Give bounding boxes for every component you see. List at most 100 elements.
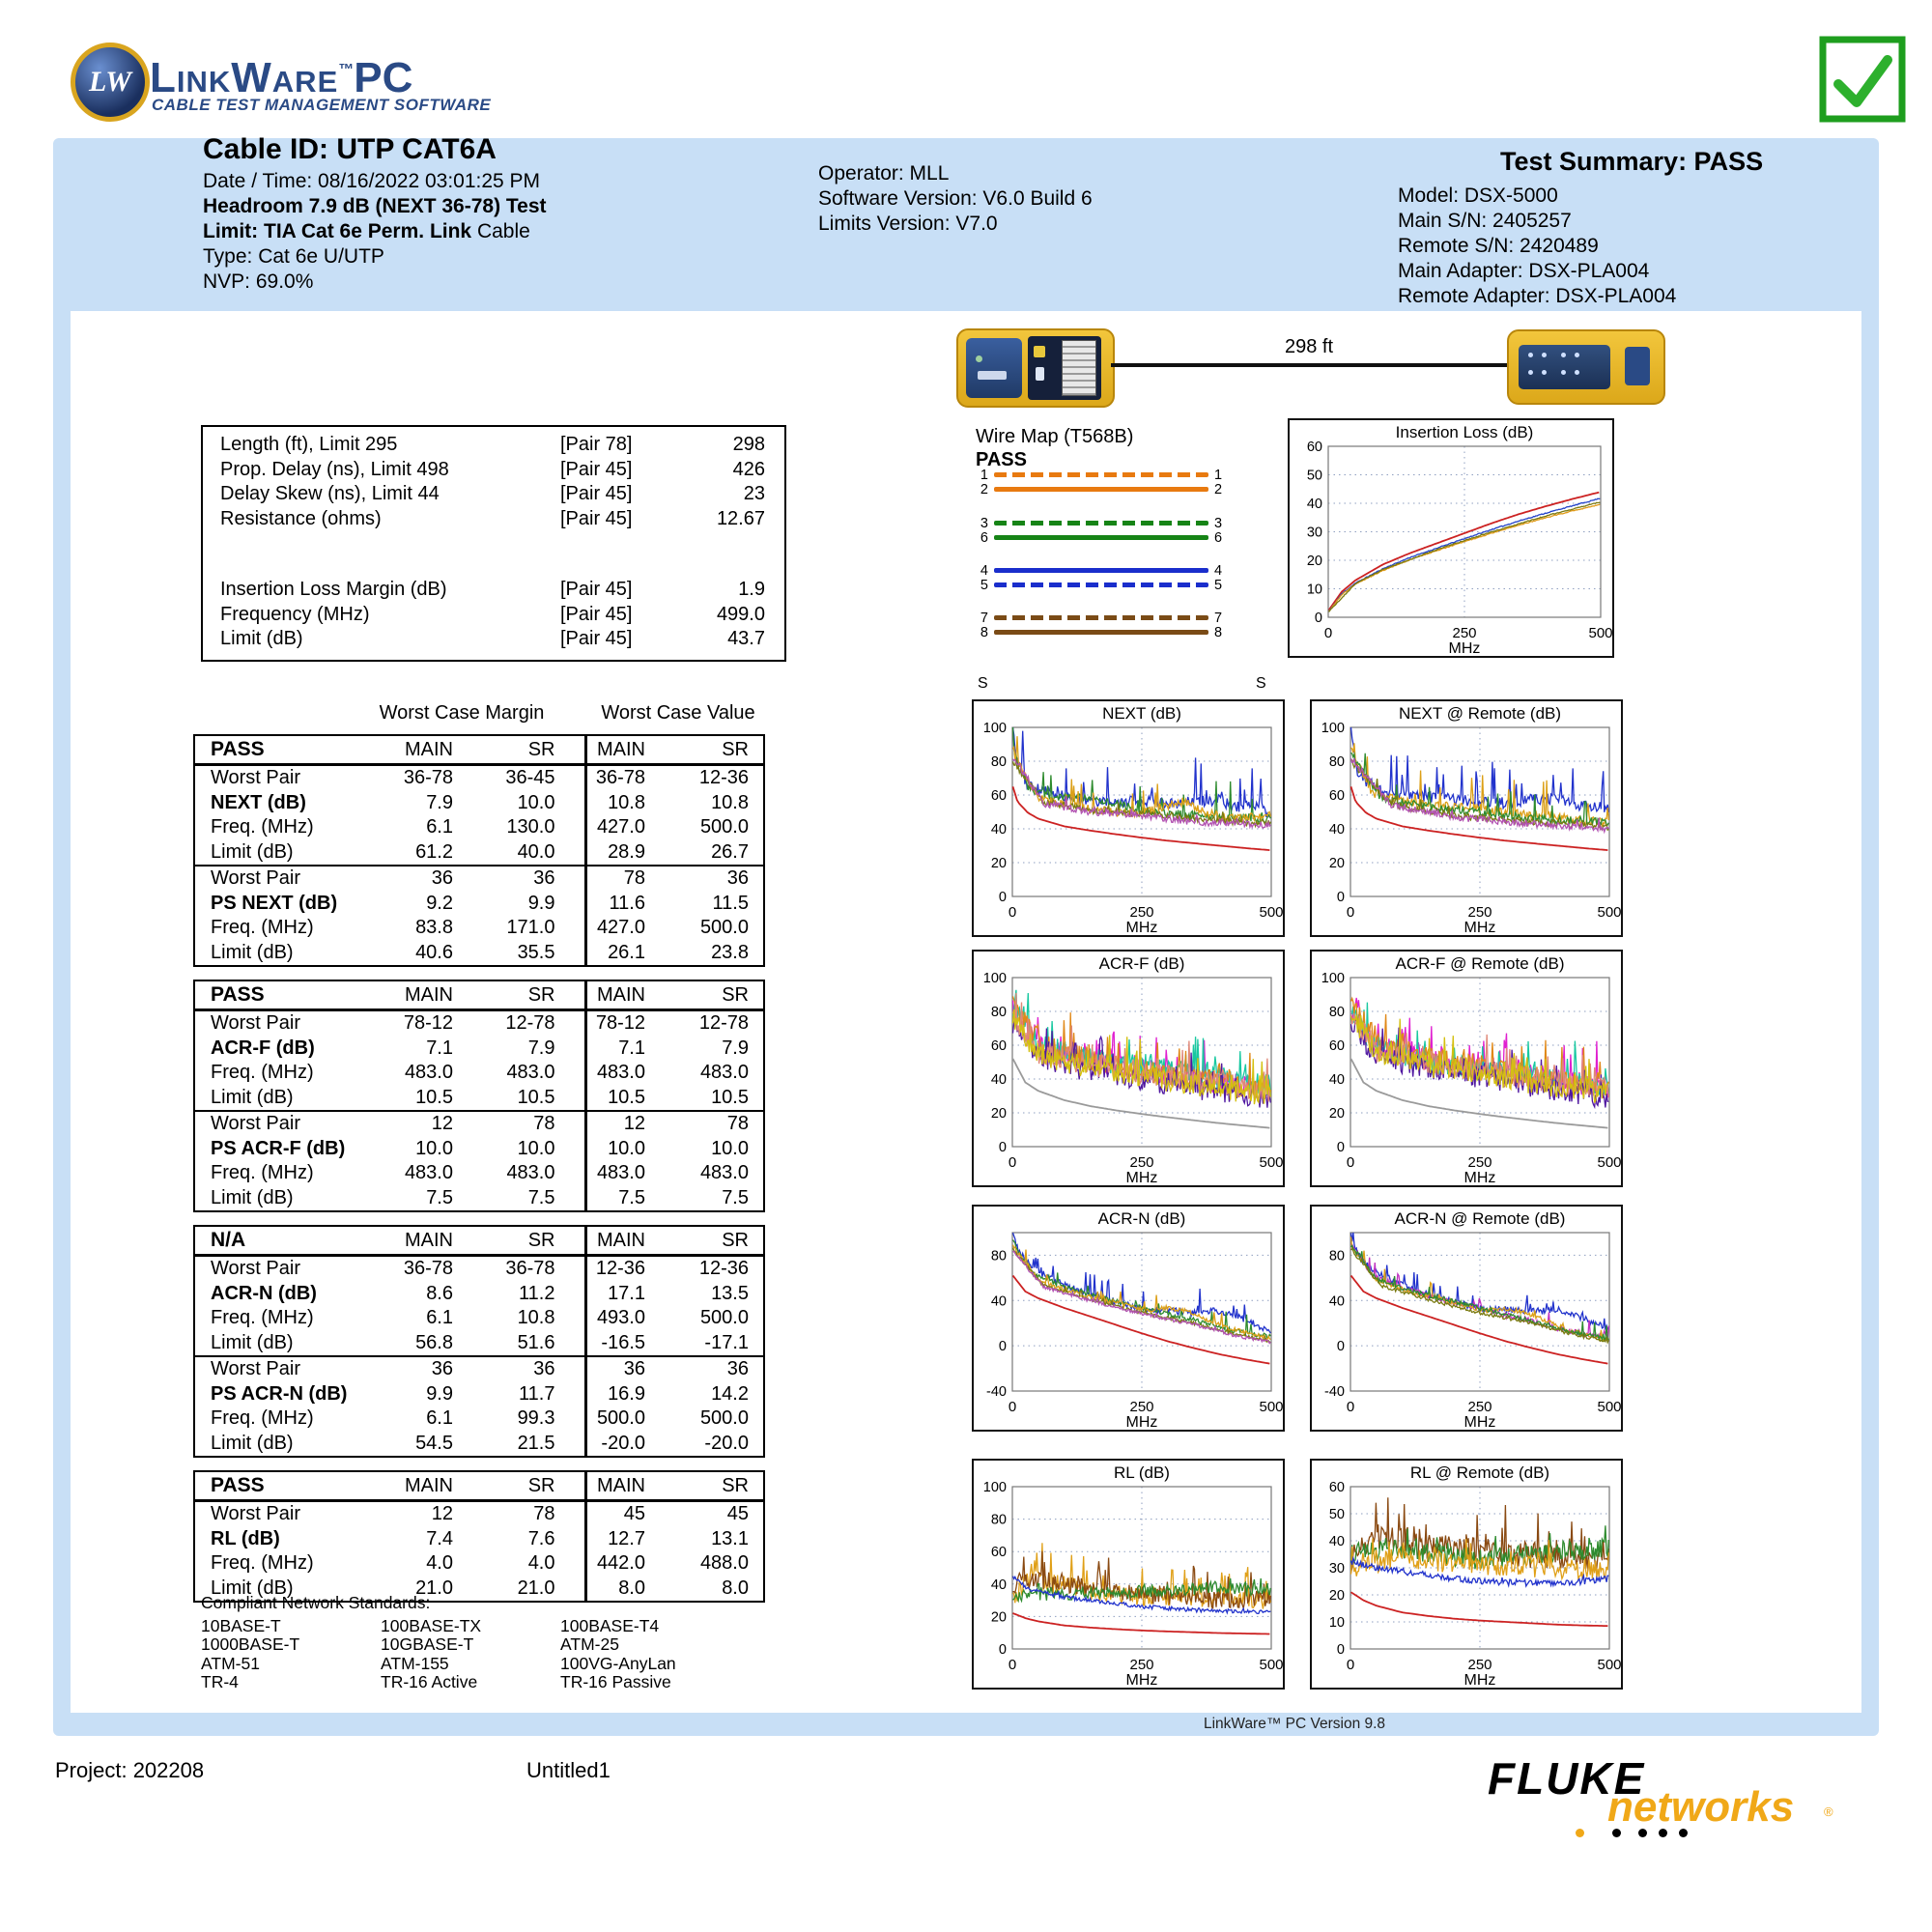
standard-item: 10GBASE-T bbox=[381, 1634, 474, 1654]
table-cell: Freq. (MHz) bbox=[211, 1407, 314, 1429]
table-cell: 8.0 bbox=[722, 1577, 749, 1599]
chart-svg: RL (dB) 0 20 40 60 80 100 0 250 500 MHz bbox=[983, 1463, 1284, 1689]
table-cell: 130.0 bbox=[506, 816, 555, 838]
wire-part bbox=[994, 568, 1208, 573]
table-row: ACR-N (dB) 8.6 11.2 17.1 13.5 bbox=[194, 1281, 764, 1306]
standard-item: 100BASE-T4 bbox=[560, 1615, 660, 1635]
table-cell: 36-78 bbox=[403, 1258, 453, 1279]
project-label: Project: 202208 bbox=[55, 1758, 205, 1782]
table-cell: 78-12 bbox=[403, 1012, 453, 1034]
info-cell: Delay Skew (ns), Limit 44 bbox=[220, 483, 440, 504]
table-cell: Limit (dB) bbox=[211, 1086, 294, 1108]
svg-text:20: 20 bbox=[1329, 1588, 1345, 1604]
table-cell: 12-36 bbox=[698, 767, 749, 788]
svg-text:ACR-N (dB): ACR-N (dB) bbox=[1098, 1209, 1186, 1228]
remote-tester-image bbox=[1507, 329, 1665, 405]
svg-text:MHz: MHz bbox=[1464, 1672, 1496, 1688]
table-cell: 442.0 bbox=[583, 1551, 653, 1577]
svg-text:0: 0 bbox=[999, 1140, 1007, 1155]
table-row: NEXT (dB) 7.9 10.0 10.8 10.8 bbox=[194, 790, 764, 815]
table-cell: Freq. (MHz) bbox=[211, 1062, 314, 1083]
fluke-networks-logo: networks bbox=[1607, 1783, 1795, 1831]
table-cell: 56.8 bbox=[415, 1331, 453, 1353]
wire-part: 3 bbox=[1214, 516, 1223, 531]
table-row: Freq. (MHz) 83.8 171.0 427.0 500.0 bbox=[194, 916, 764, 941]
worst-case-table: PASS MAIN SR MAIN SR Worst Pair 36-78 36-45 36-7… bbox=[193, 734, 765, 967]
column-header: SR bbox=[653, 735, 764, 766]
chart-svg: ACR-F @ Remote (dB) 0 20 40 60 80 100 0 250 500 MH… bbox=[1321, 954, 1622, 1186]
results-tables: PASS MAIN SR MAIN SR Worst Pair 36-78 36-45 36-7… bbox=[193, 734, 765, 1615]
svg-text:10: 10 bbox=[1329, 1615, 1345, 1631]
table-cell: 36-78 bbox=[403, 767, 453, 788]
table-row: Limit (dB) 10.5 10.5 10.5 10.5 bbox=[194, 1085, 764, 1111]
table-cell: 483.0 bbox=[699, 1062, 749, 1083]
svg-text:50: 50 bbox=[1329, 1507, 1345, 1522]
wire-part: 6 bbox=[980, 530, 988, 546]
table-cell: 78 bbox=[533, 1503, 555, 1524]
table-row: Worst Pair 36-78 36-45 36-78 12-36 bbox=[194, 764, 764, 791]
brand-suffix: PC bbox=[354, 54, 413, 101]
svg-text:40: 40 bbox=[991, 1072, 1007, 1088]
table-cell: 7.9 bbox=[426, 791, 453, 813]
table-cell: 7.5 bbox=[426, 1186, 453, 1208]
table-cell: 13.5 bbox=[711, 1282, 749, 1304]
shield-label-left: S bbox=[978, 675, 988, 692]
chart-svg: NEXT (dB) 0 20 40 60 80 100 0 250 500 MHz bbox=[983, 704, 1284, 936]
date-time: Date / Time: 08/16/2022 03:01:25 PM bbox=[203, 170, 541, 192]
svg-text:80: 80 bbox=[991, 1513, 1007, 1528]
wire-part bbox=[994, 487, 1208, 492]
table-cell: 54.5 bbox=[415, 1432, 453, 1454]
table-cell: 7.6 bbox=[527, 1527, 555, 1549]
remote-connector bbox=[1625, 347, 1650, 385]
table-cell: 40.6 bbox=[415, 941, 453, 963]
cable-id: Cable ID: UTP CAT6A bbox=[203, 133, 497, 165]
table-cell: 45 bbox=[726, 1503, 749, 1524]
table-cell: Limit (dB) bbox=[211, 840, 294, 863]
remote-led bbox=[1561, 370, 1566, 375]
table-cell: 78-12 bbox=[583, 1009, 653, 1037]
tester-info-block: Model: DSX-5000 Main S/N: 2405257 Remote… bbox=[1398, 184, 1842, 309]
remote-led bbox=[1528, 370, 1533, 375]
info-cell: 426 bbox=[732, 458, 765, 480]
info-cell: [Pair 45] bbox=[560, 507, 633, 529]
svg-text:0: 0 bbox=[1347, 1657, 1354, 1673]
table-cell: Limit (dB) bbox=[211, 1331, 294, 1353]
svg-text:0: 0 bbox=[1337, 890, 1345, 905]
standard-item: TR-16 Active bbox=[381, 1672, 478, 1691]
info-row: Frequency (MHz) [Pair 45] 499.0 bbox=[202, 603, 785, 628]
svg-text:0: 0 bbox=[1009, 904, 1016, 921]
table-cell: Freq. (MHz) bbox=[211, 816, 314, 838]
svg-text:500: 500 bbox=[1259, 904, 1283, 921]
table-cell: 488.0 bbox=[699, 1552, 749, 1574]
svg-text:500: 500 bbox=[1259, 1399, 1283, 1415]
next-chart: NEXT (dB) 0 20 40 60 80 100 0 250 500 MHz bbox=[972, 699, 1285, 937]
table-cell: 23.8 bbox=[711, 941, 749, 963]
standard-item: 100VG-AnyLan bbox=[560, 1653, 676, 1673]
rl-remote-chart: RL @ Remote (dB) 0 10 20 30 40 50 60 0 250 500 MHz bbox=[1310, 1459, 1623, 1690]
table-cell: 36 bbox=[320, 1355, 465, 1382]
remote-led bbox=[1575, 353, 1579, 357]
wire-part bbox=[994, 630, 1208, 635]
standard-item: ATM-25 bbox=[560, 1634, 619, 1654]
info-cell: 1.9 bbox=[738, 579, 765, 600]
wire-part: 2 bbox=[980, 482, 988, 497]
svg-text:60: 60 bbox=[1329, 1038, 1345, 1054]
svg-text:500: 500 bbox=[1597, 904, 1621, 921]
table-cell: 7.9 bbox=[722, 1037, 749, 1059]
chart-svg: ACR-F (dB) 0 20 40 60 80 100 0 250 500 MHz bbox=[983, 954, 1284, 1186]
column-header: MAIN bbox=[320, 980, 465, 1011]
table-cell: 483.0 bbox=[583, 1161, 653, 1186]
svg-text:500: 500 bbox=[1597, 1657, 1621, 1673]
remote-led bbox=[1561, 353, 1566, 357]
table-status: PASS bbox=[194, 1471, 320, 1502]
info-cell: [Pair 45] bbox=[560, 579, 633, 600]
table-cell: 427.0 bbox=[583, 916, 653, 941]
table-status: PASS bbox=[194, 735, 320, 766]
table-cell: 12-36 bbox=[698, 1258, 749, 1279]
table-cell: 45 bbox=[583, 1500, 653, 1527]
table-cell: Limit (dB) bbox=[211, 1577, 294, 1599]
linkware-logo: LinkWare™PC bbox=[150, 54, 412, 102]
